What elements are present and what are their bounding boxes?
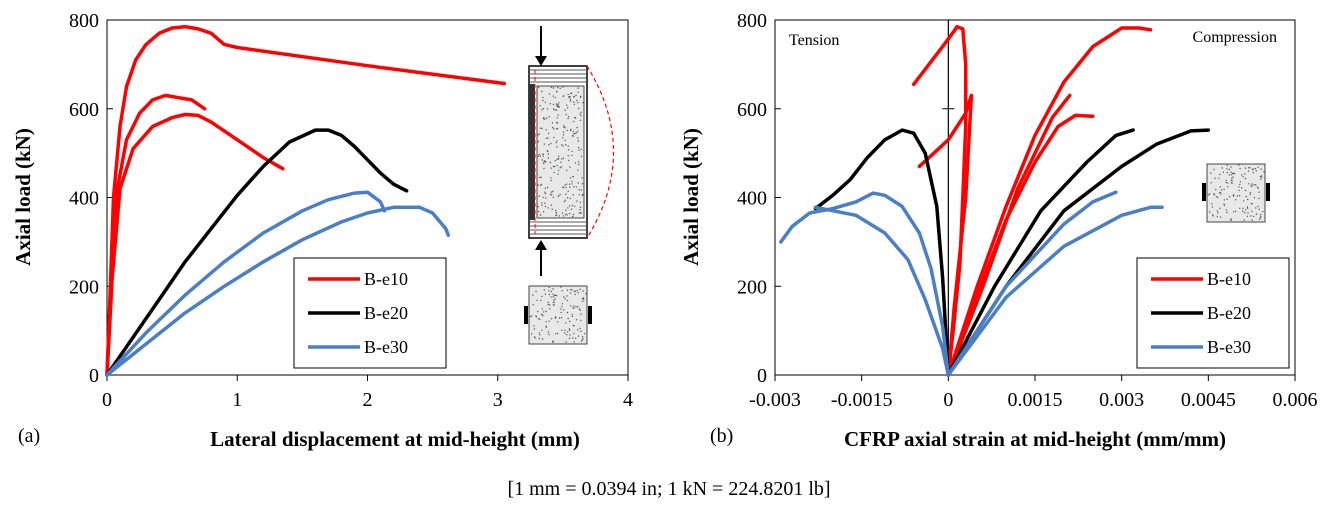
- x-tick-label: 2: [363, 389, 373, 411]
- series-line-B-e20: [105, 128, 409, 377]
- cross-section-schematic-b: [1202, 163, 1270, 223]
- legend: B-e10 B-e20 B-e30: [1136, 257, 1290, 369]
- x-tick-label: 4: [623, 389, 633, 411]
- series-line-B-e30: [105, 190, 387, 377]
- x-tick-label: 0.003: [1099, 389, 1144, 411]
- x-axis-label: CFRP axial strain at mid-height (mm/mm): [844, 427, 1226, 451]
- series-line-B-e20: [813, 128, 1135, 377]
- x-tick-label: 0: [102, 389, 112, 411]
- panel-b: 0 200 400 600 800 -0.003 -0.0015 0 0.0015 0.003 0.…: [679, 10, 1318, 451]
- y-tick-label: 0: [89, 365, 99, 387]
- series-line-B-e10: [105, 24, 507, 377]
- unit-conversion-caption: [1 mm = 0.0394 in; 1 kN = 224.8201 lb]: [507, 478, 830, 500]
- y-tick-label: 600: [737, 99, 767, 121]
- annotation-compression: Compression: [1193, 29, 1277, 46]
- panel-a: 0 200 400 600 800 0 1 2 3 4 Lateral displacement a…: [11, 10, 633, 451]
- y-tick-label: 800: [69, 10, 99, 32]
- x-axis-label: Lateral displacement at mid-height (mm): [210, 427, 580, 451]
- legend-label-B-e20: B-e20: [1207, 303, 1251, 323]
- series-line-B-e10: [911, 24, 1153, 377]
- x-tick-label: 1: [232, 389, 242, 411]
- legend: B-e10 B-e20 B-e30: [293, 257, 447, 369]
- x-tick-label: 0: [943, 389, 953, 411]
- series-line-B-e30: [813, 205, 1164, 377]
- legend-label-B-e30: B-e30: [364, 337, 408, 357]
- legend-label-B-e10: B-e10: [1207, 269, 1251, 289]
- y-tick-label: 600: [69, 99, 99, 121]
- legend-label-B-e20: B-e20: [364, 303, 408, 323]
- series-line-B-e10: [105, 93, 207, 377]
- series-line-B-e10: [917, 93, 1072, 377]
- legend-box: [293, 257, 447, 369]
- series-line-B-e30: [105, 205, 451, 377]
- x-tick-label: 3: [493, 389, 503, 411]
- y-tick-label: 400: [69, 188, 99, 210]
- x-tick-label: 0.0015: [1008, 389, 1063, 411]
- y-tick-label: 800: [737, 10, 767, 32]
- y-tick-label: 200: [737, 276, 767, 298]
- series-line-B-e10: [105, 112, 285, 377]
- x-tick-label: -0.003: [749, 389, 801, 411]
- cross-section-schematic-a: [524, 285, 592, 345]
- x-tick-label: 0.006: [1273, 389, 1318, 411]
- y-axis-label: Axial load (kN): [679, 128, 703, 266]
- y-tick-label: 200: [69, 276, 99, 298]
- y-tick-label: 0: [757, 365, 767, 387]
- x-tick-label: 0.0045: [1181, 389, 1236, 411]
- panel-label: (b): [710, 425, 733, 447]
- panel-label: (a): [18, 425, 40, 447]
- column-elevation-schematic: [528, 26, 615, 276]
- y-axis-label: Axial load (kN): [11, 128, 35, 266]
- series-line-B-e30: [779, 190, 1118, 377]
- legend-label-B-e10: B-e10: [364, 269, 408, 289]
- annotation-tension: Tension: [789, 32, 839, 49]
- y-tick-label: 400: [737, 188, 767, 210]
- series-line-B-e10: [946, 113, 1095, 377]
- x-tick-label: -0.0015: [831, 389, 893, 411]
- legend-label-B-e30: B-e30: [1207, 337, 1251, 357]
